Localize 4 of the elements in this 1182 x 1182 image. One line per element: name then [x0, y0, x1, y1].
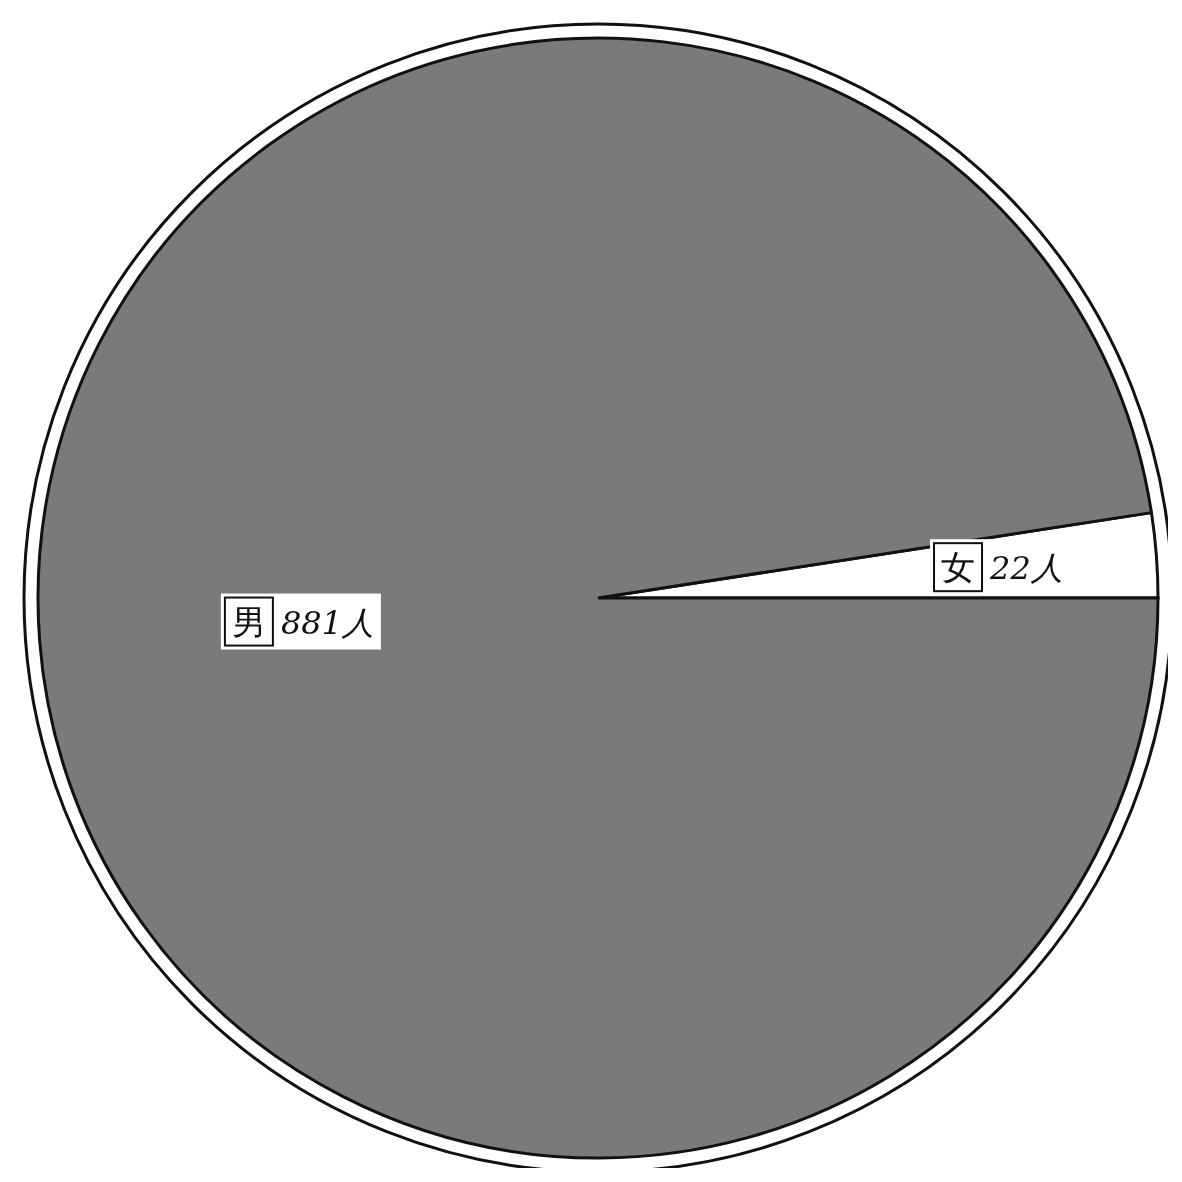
slice-label: 男	[231, 601, 266, 642]
data-label: 881人	[280, 603, 374, 642]
slice-label: 女	[941, 547, 976, 588]
data-label: 22人	[989, 549, 1063, 588]
